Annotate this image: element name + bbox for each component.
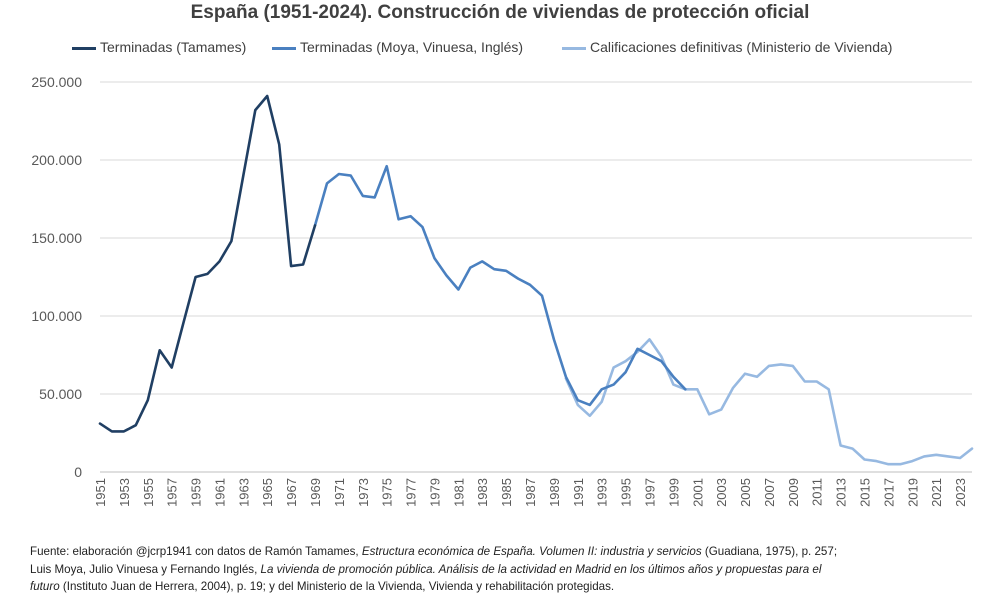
x-tick-label: 2019	[905, 478, 920, 507]
x-tick-label: 2021	[929, 478, 944, 507]
y-tick-label: 50.000	[39, 386, 82, 402]
y-tick-label: 0	[74, 464, 82, 480]
x-tick-label: 2007	[762, 478, 777, 507]
series-line-calificaciones	[564, 338, 974, 466]
chart-title: España (1951-2024). Construcción de vivi…	[190, 2, 810, 23]
x-tick-label: 1985	[499, 478, 514, 507]
legend-swatch-moya	[272, 47, 296, 50]
x-tick-label: 1979	[427, 478, 442, 507]
legend-swatch-tamames	[72, 47, 96, 50]
y-tick-label: 200.000	[31, 152, 82, 168]
line-chart: 0 50.000 100.000 150.000 200.000 250.000 1951 1…	[31, 74, 974, 507]
x-tick-label: 2009	[786, 478, 801, 507]
y-tick-label: 100.000	[31, 308, 82, 324]
x-tick-label: 2001	[690, 478, 705, 507]
x-tick-label: 1981	[451, 478, 466, 507]
x-tick-label: 2023	[953, 478, 968, 507]
x-tick-label: 1957	[165, 478, 180, 507]
x-tick-label: 1989	[547, 478, 562, 507]
source-line-3: futuro (Instituto Juan de Herrera, 2004)…	[30, 578, 980, 596]
series-line-tamames	[98, 94, 317, 433]
x-tick-label: 1993	[595, 478, 610, 507]
x-tick-label: 1973	[356, 478, 371, 507]
x-tick-label: 1955	[141, 478, 156, 507]
source-book-title: La vivienda de promoción pública. Anális…	[260, 562, 822, 576]
x-tick-label: 2003	[714, 478, 729, 507]
chart-legend: Terminadas (Tamames) Terminadas (Moya, V…	[72, 38, 972, 58]
x-tick-label: 1995	[619, 478, 634, 507]
legend-label-moya: Terminadas (Moya, Vinuesa, Inglés)	[300, 39, 524, 55]
source-note: Fuente: elaboración @jcrp1941 con datos …	[30, 543, 980, 596]
x-tick-label: 2017	[881, 478, 896, 507]
x-tick-label: 1969	[308, 478, 323, 507]
x-tick-label: 1951	[93, 478, 108, 507]
source-line-1: Fuente: elaboración @jcrp1941 con datos …	[30, 543, 980, 561]
x-tick-label: 1967	[284, 478, 299, 507]
x-tick-label: 1983	[475, 478, 490, 507]
source-book-title: Estructura económica de España. Volumen …	[361, 545, 702, 558]
x-tick-label: 1975	[380, 478, 395, 507]
x-tick-label: 1963	[236, 478, 251, 507]
source-text: (Guadiana, 1975), p. 257;	[701, 545, 838, 558]
x-tick-label: 2011	[810, 478, 825, 506]
source-text: Fuente: elaboración @jcrp1941 con datos …	[30, 545, 362, 558]
x-tick-label: 1965	[260, 478, 275, 507]
x-tick-label: 2013	[834, 478, 849, 507]
source-book-title: futuro	[30, 580, 60, 593]
x-tick-label: 2005	[738, 478, 753, 507]
series-line-moya	[313, 164, 687, 407]
source-line-2: Luis Moya, Julio Vinuesa y Fernando Ingl…	[30, 561, 980, 579]
legend-label-calificaciones: Calificaciones definitivas (Ministerio d…	[590, 39, 893, 55]
x-tick-label: 1987	[523, 478, 538, 507]
x-tick-label: 1959	[189, 478, 204, 507]
x-tick-label: 1953	[117, 478, 132, 507]
x-tick-label: 1999	[666, 478, 681, 507]
x-tick-label: 1997	[642, 478, 657, 507]
y-tick-label: 150.000	[31, 230, 82, 246]
source-text: Luis Moya, Julio Vinuesa y Fernando Ingl…	[30, 562, 261, 576]
legend-swatch-calificaciones	[562, 47, 586, 50]
y-tick-label: 250.000	[31, 74, 82, 90]
legend-label-tamames: Terminadas (Tamames)	[100, 39, 247, 55]
x-tick-label: 2015	[857, 478, 872, 507]
source-text: (Instituto Juan de Herrera, 2004), p. 19…	[59, 580, 615, 593]
x-tick-label: 1991	[571, 478, 586, 507]
x-tick-label: 1971	[332, 478, 347, 507]
x-tick-label: 1977	[404, 478, 419, 507]
x-tick-label: 1961	[212, 478, 227, 507]
